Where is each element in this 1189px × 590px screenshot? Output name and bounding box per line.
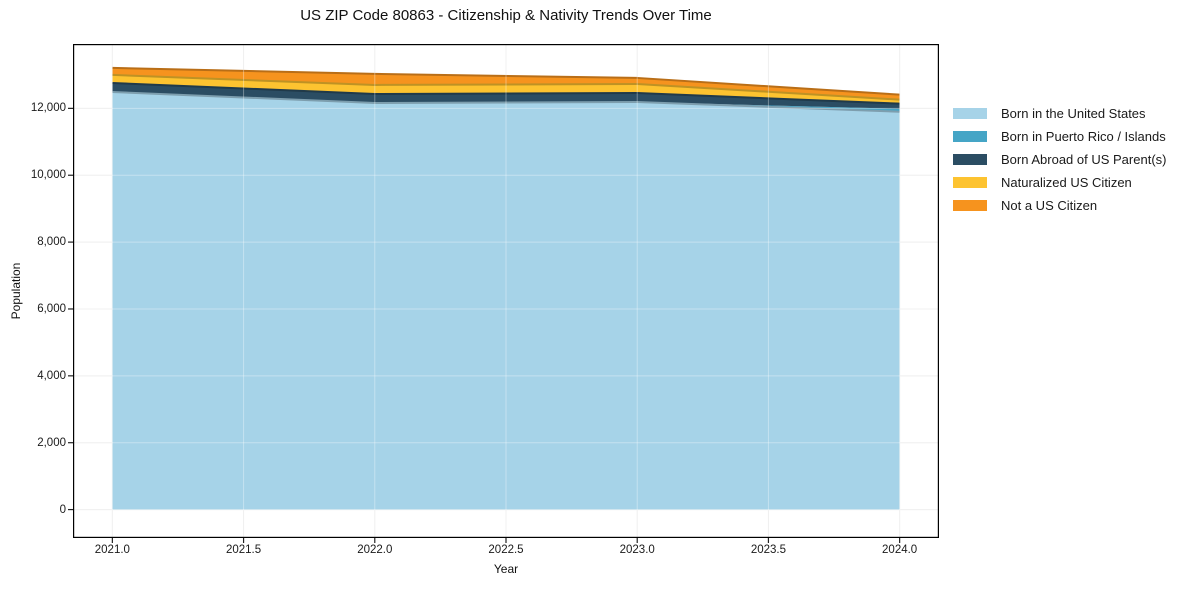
x-axis-label: Year (493, 562, 519, 576)
chart-title: US ZIP Code 80863 - Citizenship & Nativi… (300, 7, 712, 24)
legend-swatch (953, 154, 987, 165)
legend-item: Born in the United States (953, 102, 1166, 125)
x-tick-label: 2022.0 (357, 544, 393, 556)
y-tick-label: 12,000 (30, 102, 66, 115)
legend-label: Born Abroad of US Parent(s) (1001, 152, 1167, 167)
area-band-edge (112, 73, 900, 101)
x-tick-label: 2023.0 (619, 544, 655, 556)
x-tick-label: 2023.5 (750, 544, 787, 556)
y-tick-label: 4,000 (37, 369, 66, 382)
area-band (112, 82, 900, 109)
legend-item: Born Abroad of US Parent(s) (953, 148, 1166, 171)
legend-label: Not a US Citizen (1001, 198, 1098, 213)
legend-label: Born in the United States (1001, 106, 1146, 121)
legend-swatch (953, 200, 987, 211)
y-tick-label: 10,000 (30, 169, 66, 182)
legend: Born in the United States Born in Puerto … (953, 102, 1166, 217)
axes-spines (73, 44, 939, 538)
x-tick-label: 2021.5 (225, 544, 262, 556)
legend-item: Not a US Citizen (953, 194, 1166, 217)
plot-area (68, 44, 939, 543)
legend-label: Born in Puerto Rico / Islands (1001, 129, 1166, 144)
legend-swatch (953, 177, 987, 188)
legend-item: Born in Puerto Rico / Islands (953, 125, 1166, 148)
legend-label: Naturalized US Citizen (1001, 175, 1132, 190)
x-tick-label: 2022.5 (488, 544, 524, 556)
y-tick-label: 6,000 (37, 302, 66, 315)
x-tick-label: 2021.0 (94, 544, 130, 556)
legend-item: Naturalized US Citizen (953, 171, 1166, 194)
area-band (112, 91, 900, 510)
legend-swatch (953, 131, 987, 142)
x-tick-label: 2024.0 (882, 544, 918, 556)
y-tick-label: 0 (59, 503, 66, 516)
area-band-edge (112, 81, 900, 105)
area-band-edge (112, 66, 900, 96)
area-band (112, 74, 900, 104)
legend-swatch (953, 108, 987, 119)
area-band-edge (112, 90, 900, 113)
y-tick-label: 8,000 (37, 236, 66, 249)
y-tick-label: 2,000 (37, 436, 66, 449)
